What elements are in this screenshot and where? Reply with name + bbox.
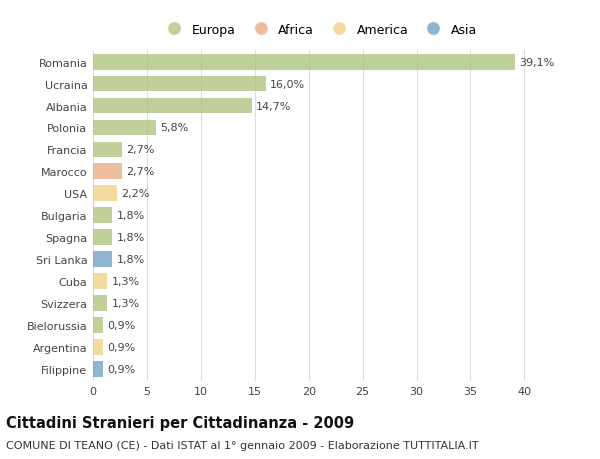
Bar <box>93 317 103 333</box>
Bar <box>93 296 107 311</box>
Text: 1,8%: 1,8% <box>117 233 145 243</box>
Legend: Europa, Africa, America, Asia: Europa, Africa, America, Asia <box>162 24 477 37</box>
Text: 2,2%: 2,2% <box>121 189 149 199</box>
Text: 5,8%: 5,8% <box>160 123 188 133</box>
Bar <box>93 77 266 92</box>
Bar <box>93 208 112 224</box>
Text: 16,0%: 16,0% <box>270 79 305 90</box>
Bar <box>93 98 251 114</box>
Text: 1,3%: 1,3% <box>112 276 139 286</box>
Text: 39,1%: 39,1% <box>519 57 554 67</box>
Text: 0,9%: 0,9% <box>107 342 135 352</box>
Bar <box>93 120 155 136</box>
Bar <box>93 230 112 246</box>
Bar <box>93 142 122 158</box>
Bar <box>93 164 122 180</box>
Text: 2,7%: 2,7% <box>127 145 155 155</box>
Bar <box>93 252 112 268</box>
Text: 14,7%: 14,7% <box>256 101 291 111</box>
Text: 1,8%: 1,8% <box>117 254 145 264</box>
Text: COMUNE DI TEANO (CE) - Dati ISTAT al 1° gennaio 2009 - Elaborazione TUTTITALIA.I: COMUNE DI TEANO (CE) - Dati ISTAT al 1° … <box>6 440 479 450</box>
Bar <box>93 339 103 355</box>
Text: Cittadini Stranieri per Cittadinanza - 2009: Cittadini Stranieri per Cittadinanza - 2… <box>6 415 354 431</box>
Text: 1,3%: 1,3% <box>112 298 139 308</box>
Bar <box>93 274 107 289</box>
Text: 0,9%: 0,9% <box>107 364 135 374</box>
Text: 0,9%: 0,9% <box>107 320 135 330</box>
Bar <box>93 361 103 377</box>
Text: 1,8%: 1,8% <box>117 211 145 221</box>
Bar <box>93 186 117 202</box>
Text: 2,7%: 2,7% <box>127 167 155 177</box>
Bar <box>93 55 515 70</box>
